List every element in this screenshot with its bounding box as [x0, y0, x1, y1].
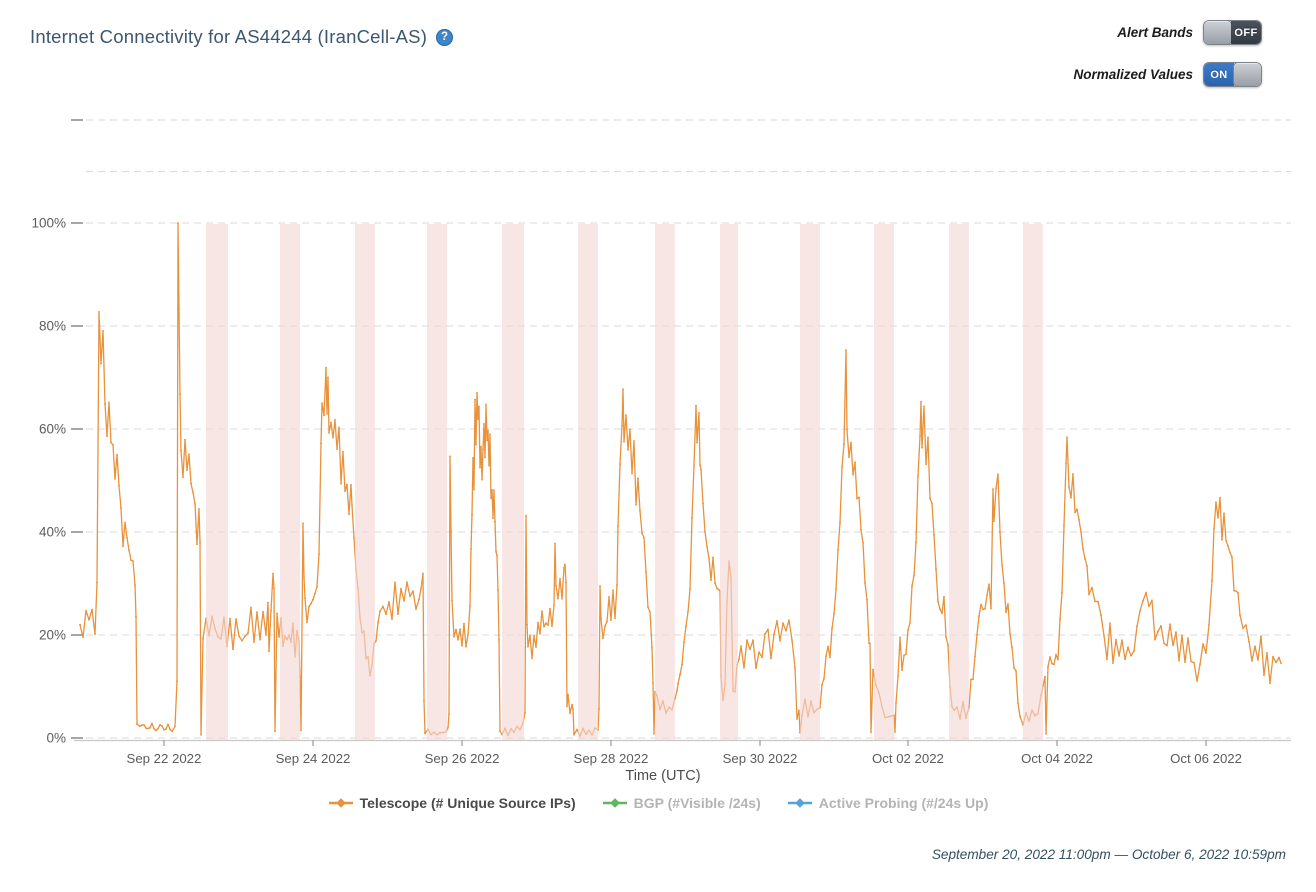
y-axis-tick-label: 20% [39, 628, 66, 643]
toggle-state-off: OFF [1231, 21, 1261, 44]
bgp-series-marker-icon [602, 798, 627, 808]
toggle-state-on: ON [1204, 63, 1234, 86]
y-axis-tick-label: 100% [31, 216, 66, 231]
x-axis-tick-label: Oct 02 2022 [872, 751, 944, 766]
normalized-values-label: Normalized Values [1073, 67, 1193, 82]
time-range-label: September 20, 2022 11:00pm — October 6, … [931, 847, 1286, 862]
legend-item-telescope[interactable]: Telescope (# Unique Source IPs) [328, 795, 576, 811]
active-probing-series-marker-icon [787, 798, 812, 808]
legend-label: Active Probing (#/24s Up) [818, 795, 989, 811]
chart-controls: Alert Bands OFF Normalized Values ON [1073, 20, 1262, 87]
question-icon[interactable]: ? [436, 28, 454, 46]
y-axis-tick-label: 40% [39, 525, 66, 540]
telescope-series-line [79, 222, 1282, 737]
alert-band-region [874, 224, 895, 740]
legend-label: BGP (#Visible /24s) [633, 795, 761, 811]
chart-title: Internet Connectivity for AS44244 (IranC… [30, 26, 428, 47]
x-axis-tick-label: Sep 30 2022 [723, 751, 798, 766]
x-axis-tick-label: Oct 06 2022 [1170, 751, 1242, 766]
alert-band-region [655, 224, 675, 740]
alert-band-region [800, 224, 820, 740]
x-axis-tick-label: Sep 22 2022 [127, 751, 202, 766]
alert-band-region [720, 224, 738, 740]
x-axis-tick-label: Sep 28 2022 [574, 751, 649, 766]
alert-bands-row: Alert Bands OFF [1117, 20, 1262, 45]
alert-band-region [355, 224, 375, 740]
legend-item-bgp[interactable]: BGP (#Visible /24s) [602, 795, 761, 811]
legend-item-active-probing[interactable]: Active Probing (#/24s Up) [787, 795, 989, 811]
page-title: Internet Connectivity for AS44244 (IranC… [30, 26, 454, 48]
y-axis-tick-label: 0% [46, 731, 66, 746]
normalized-values-row: Normalized Values ON [1073, 62, 1262, 87]
alert-bands-label: Alert Bands [1117, 25, 1193, 40]
y-axis-tick-label: 60% [39, 422, 66, 437]
y-axis-tick-label: 80% [39, 319, 66, 334]
alert-band-region [1023, 224, 1043, 740]
chart-legend: Telescope (# Unique Source IPs) BGP (#Vi… [0, 795, 1316, 811]
x-axis-title: Time (UTC) [625, 768, 700, 784]
alert-band-region [206, 224, 228, 740]
alert-band-region [502, 224, 524, 740]
x-axis-tick-label: Sep 26 2022 [425, 751, 500, 766]
alert-bands-toggle[interactable]: OFF [1203, 20, 1262, 45]
x-axis-tick-label: Sep 24 2022 [276, 751, 351, 766]
alert-band-region [949, 224, 969, 740]
alert-band-region [280, 224, 301, 740]
legend-label: Telescope (# Unique Source IPs) [359, 795, 576, 811]
x-axis-tick-label: Oct 04 2022 [1021, 751, 1093, 766]
toggle-knob [1204, 21, 1232, 44]
normalized-values-toggle[interactable]: ON [1203, 62, 1262, 87]
alert-band-region [578, 224, 598, 740]
toggle-knob [1233, 63, 1261, 86]
alert-band-region [427, 224, 448, 740]
telescope-series-marker-icon [328, 798, 353, 808]
